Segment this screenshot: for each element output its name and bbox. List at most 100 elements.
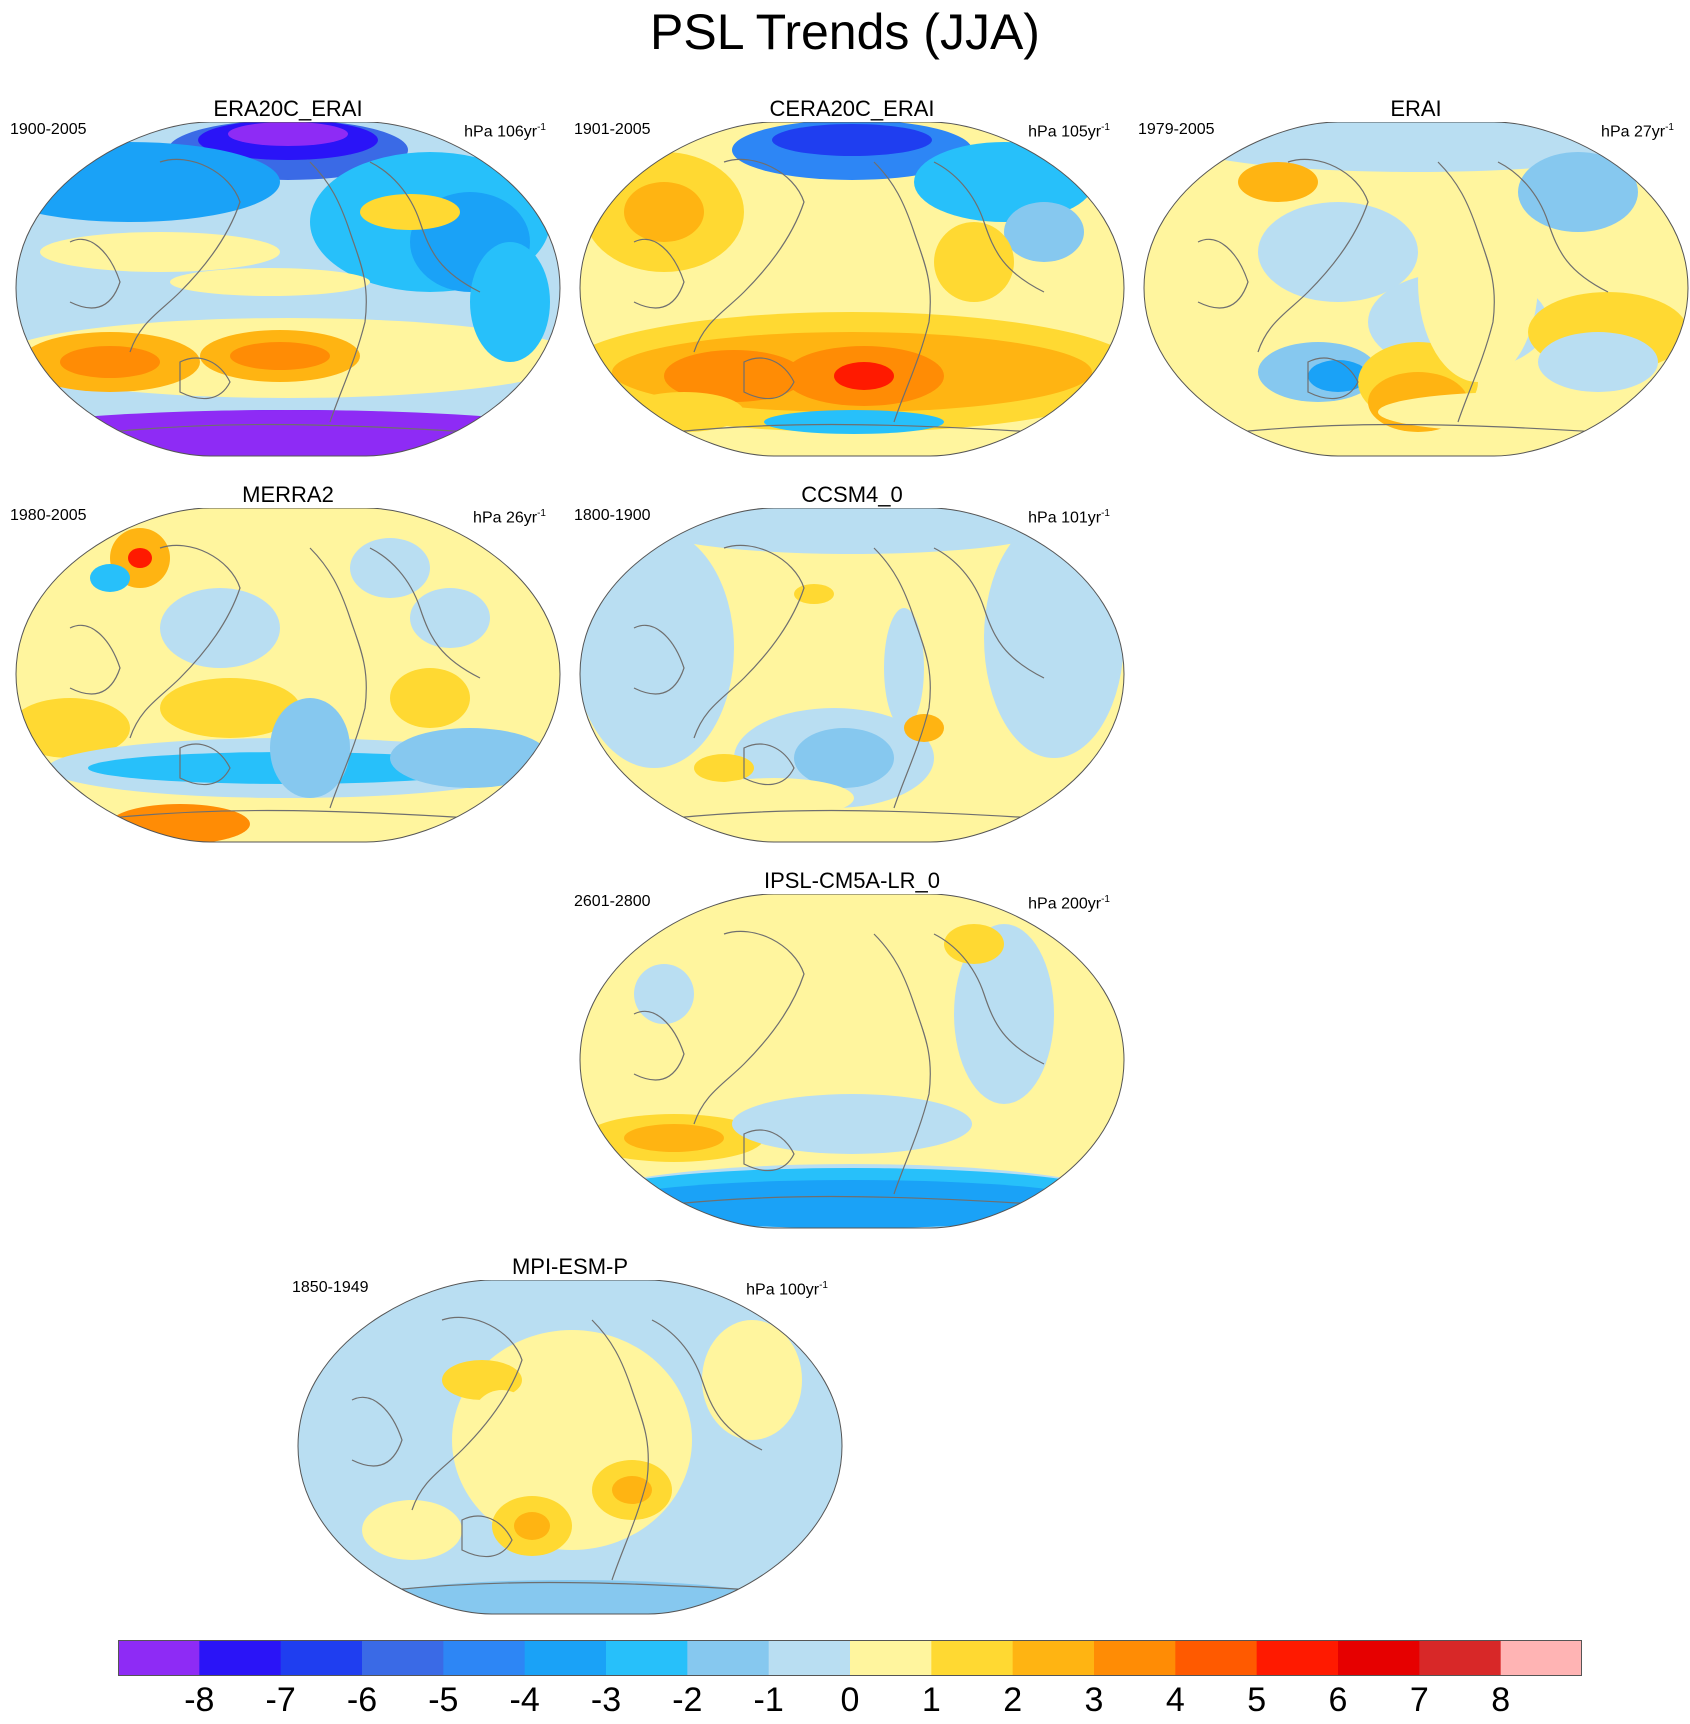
coastline	[1497, 161, 1609, 293]
trend-contour-area	[360, 194, 460, 230]
trend-contour-area	[514, 1512, 550, 1540]
colorbar-tick-label: 2	[1003, 1681, 1023, 1719]
coastline	[129, 544, 241, 739]
map-field	[580, 122, 1124, 456]
trend-contour-area	[934, 222, 1014, 302]
coastline	[1437, 161, 1495, 423]
coastline	[933, 161, 1045, 293]
colorbar-tick-label: -3	[590, 1681, 622, 1719]
trend-contour-area	[944, 924, 1004, 964]
colorbar	[118, 1640, 1582, 1676]
panel-title: MPI-ESM-P	[511, 1254, 629, 1279]
trend-contour-area	[470, 242, 550, 362]
colorbar-swatch	[931, 1640, 1014, 1676]
trend-contour-area	[472, 1390, 532, 1450]
trend-contour-area	[160, 588, 280, 668]
panel-units: hPa 27yr-1	[1601, 122, 1674, 141]
trend-contour-area	[694, 754, 754, 782]
trend-contour-area	[228, 122, 348, 146]
coastline	[309, 547, 367, 809]
colorbar-tick-label: 0	[840, 1681, 860, 1719]
trend-contour-area	[60, 346, 160, 378]
coastline	[743, 357, 795, 400]
map-border	[1143, 122, 1689, 457]
trend-map	[579, 894, 1125, 1229]
trend-map	[15, 508, 561, 843]
map-panel-ccsm4: CCSM4_0 1800-1900 hPa 101yr-1	[574, 482, 1130, 843]
trend-contour-area	[1538, 332, 1658, 392]
coastline	[743, 743, 795, 786]
trend-contour-area	[390, 728, 550, 788]
colorbar-tick-label: -6	[346, 1681, 378, 1719]
coastline	[369, 547, 481, 679]
map-border	[15, 508, 561, 843]
map-panel-erai: ERAI 1979-2005 hPa 27yr-1	[1138, 96, 1690, 457]
panel-title: CCSM4_0	[801, 482, 903, 507]
coastline	[1307, 357, 1359, 400]
colorbar-swatch	[606, 1640, 688, 1676]
panel-title: IPSL-CM5A-LR_0	[763, 868, 941, 893]
trend-contour-area	[1238, 162, 1318, 202]
trend-contour-area	[834, 362, 894, 390]
trend-contour-area	[772, 124, 932, 156]
trend-contour-area	[984, 518, 1124, 758]
map-field	[298, 1280, 842, 1614]
coastline	[309, 161, 367, 423]
trend-contour-area	[624, 1124, 724, 1152]
panel-units: hPa 106yr-1	[464, 122, 546, 141]
map-panel-era20c-erai: ERA20C_ERAI 1900-2005 hPa 106yr-1	[10, 96, 566, 457]
colorbar-tick-label: -7	[265, 1681, 296, 1719]
trend-contour-area	[702, 1320, 802, 1440]
colorbar-tick-label: 8	[1491, 1681, 1511, 1719]
coastline	[179, 743, 231, 786]
colorbar-swatch	[1094, 1640, 1176, 1676]
panel-units: hPa 100yr-1	[746, 1280, 828, 1299]
trend-contour-area	[16, 698, 130, 758]
map-field	[16, 508, 560, 842]
map-border	[579, 508, 1125, 843]
map-panel-ipsl: IPSL-CM5A-LR_0 2601-2800 hPa 200yr-1	[574, 868, 1130, 1229]
trend-map	[1143, 122, 1689, 457]
panel-units: hPa 26yr-1	[473, 508, 546, 527]
map-border	[579, 894, 1125, 1229]
coastline	[873, 933, 931, 1195]
trend-contour-area	[624, 182, 704, 242]
trend-contour-area	[624, 392, 744, 432]
trend-contour-area	[370, 1580, 770, 1614]
trend-contour-area	[128, 548, 152, 568]
coastline	[1257, 158, 1369, 353]
colorbar-swatch	[362, 1640, 444, 1676]
trend-contour-area	[170, 268, 370, 296]
colorbar-tick-label: 1	[921, 1681, 941, 1719]
panel-period: 1800-1900	[574, 507, 651, 524]
colorbar-swatch	[1256, 1640, 1339, 1676]
panel-title: MERRA2	[242, 482, 334, 507]
coastline	[633, 238, 685, 309]
coastline	[369, 161, 481, 293]
coastline	[673, 1195, 1035, 1205]
trend-contour-area	[794, 584, 834, 604]
trend-map	[579, 122, 1125, 457]
trend-contour-area	[1308, 360, 1368, 392]
coastline	[351, 1396, 403, 1467]
colorbar-tick-label: -8	[184, 1681, 215, 1719]
trend-contour-area	[694, 778, 854, 818]
panel-units: hPa 105yr-1	[1028, 122, 1110, 141]
trend-contour-area	[90, 564, 130, 592]
colorbar-swatch	[524, 1640, 607, 1676]
colorbar-tick-label: -4	[509, 1681, 540, 1719]
panel-period: 1900-2005	[10, 121, 87, 138]
coastline	[411, 1316, 523, 1511]
colorbar-tick-label: -2	[672, 1681, 703, 1719]
colorbar-swatch	[1175, 1640, 1258, 1676]
trend-contour-area	[652, 508, 1052, 554]
coastline	[873, 161, 931, 423]
trend-contour-area	[410, 588, 490, 648]
coastline	[1237, 423, 1599, 433]
trend-contour-area	[1378, 392, 1658, 432]
map-field	[1144, 122, 1688, 456]
coastline	[743, 1129, 795, 1172]
map-panel-cera20c-erai: CERA20C_ERAI 1901-2005 hPa 105yr-1	[574, 96, 1130, 457]
trend-contour-area	[1518, 152, 1638, 232]
panel-units: hPa 200yr-1	[1028, 894, 1110, 913]
